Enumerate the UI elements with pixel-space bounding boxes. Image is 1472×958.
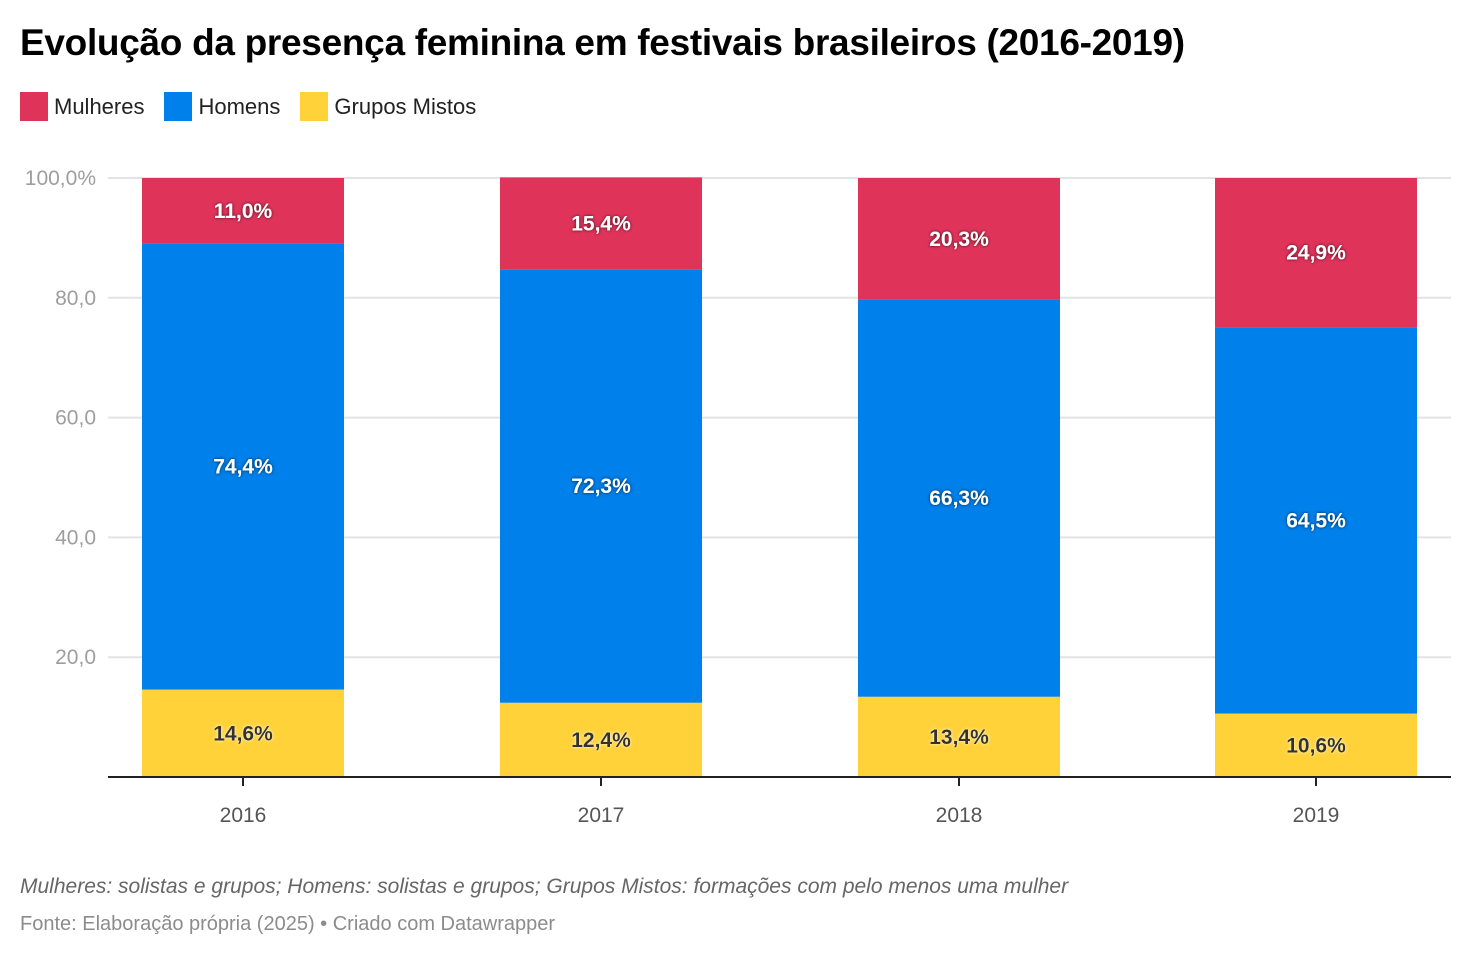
value-label: 74,4% bbox=[213, 456, 273, 479]
value-label: 72,3% bbox=[571, 475, 631, 498]
value-label: 15,4% bbox=[571, 213, 631, 236]
bar-segment-homens-2019 bbox=[1215, 327, 1417, 714]
chart-title: Evolução da presença feminina em festiva… bbox=[20, 22, 1185, 63]
value-label: 13,4% bbox=[929, 726, 989, 749]
value-label: 14,6% bbox=[213, 722, 273, 745]
y-axis: 20,0 40,0 60,0 80,0 100,0% bbox=[25, 167, 96, 669]
legend-label-homens: Homens bbox=[198, 93, 281, 119]
x-tick-label: 2017 bbox=[578, 804, 625, 827]
value-labels: 14,6% 74,4% 11,0% 12,4% 72,3% 15,4% 13,4% 66,3%… bbox=[213, 200, 1346, 757]
bar-segment-grupos-mistos-2017 bbox=[500, 702, 702, 777]
bar-segment-grupos-mistos-2016 bbox=[142, 689, 344, 777]
bar-segment-mulheres-2018 bbox=[858, 178, 1060, 300]
bar-segment-grupos-mistos-2019 bbox=[1215, 713, 1417, 777]
legend-item-mulheres: Mulheres bbox=[20, 92, 144, 121]
y-tick-label: 100,0% bbox=[25, 167, 96, 190]
value-label: 10,6% bbox=[1286, 734, 1346, 757]
y-tick-label: 40,0 bbox=[55, 526, 96, 549]
legend-label-mulheres: Mulheres bbox=[54, 93, 145, 119]
chart-legend: Mulheres Homens Grupos Mistos bbox=[20, 92, 496, 121]
bar-segment-grupos-mistos-2018 bbox=[858, 696, 1060, 777]
y-tick-label: 20,0 bbox=[55, 646, 96, 669]
value-label: 20,3% bbox=[929, 228, 989, 251]
legend-label-grupos-mistos: Grupos Mistos bbox=[334, 93, 477, 119]
bar-segment-homens-2017 bbox=[500, 269, 702, 703]
legend-swatch-mulheres bbox=[20, 92, 48, 121]
bars bbox=[142, 177, 1417, 777]
x-tick-label: 2016 bbox=[220, 804, 267, 827]
bar-segment-mulheres-2017 bbox=[500, 177, 702, 270]
legend-swatch-grupos-mistos bbox=[300, 92, 329, 121]
x-axis: 2016 2017 2018 2019 bbox=[108, 776, 1451, 827]
y-tick-label: 60,0 bbox=[55, 407, 96, 430]
value-label: 24,9% bbox=[1286, 242, 1346, 265]
legend-item-grupos-mistos: Grupos Mistos bbox=[300, 92, 476, 121]
chart-source: Fonte: Elaboração própria (2025) • Criad… bbox=[20, 913, 556, 935]
bar-segment-homens-2018 bbox=[858, 299, 1060, 697]
y-tick-label: 80,0 bbox=[55, 287, 96, 310]
chart-notes: Mulheres: solistas e grupos; Homens: sol… bbox=[20, 875, 1069, 898]
value-label: 64,5% bbox=[1286, 509, 1346, 532]
x-tick-label: 2018 bbox=[936, 804, 983, 827]
legend-item-homens: Homens bbox=[164, 92, 280, 121]
value-label: 66,3% bbox=[929, 487, 989, 510]
legend-swatch-homens bbox=[164, 92, 193, 121]
x-tick-label: 2019 bbox=[1293, 804, 1340, 827]
value-label: 12,4% bbox=[571, 729, 631, 752]
bar-segment-homens-2016 bbox=[142, 243, 344, 690]
bar-segment-mulheres-2016 bbox=[142, 178, 344, 244]
value-label: 11,0% bbox=[214, 200, 273, 223]
bar-segment-mulheres-2019 bbox=[1215, 178, 1417, 328]
